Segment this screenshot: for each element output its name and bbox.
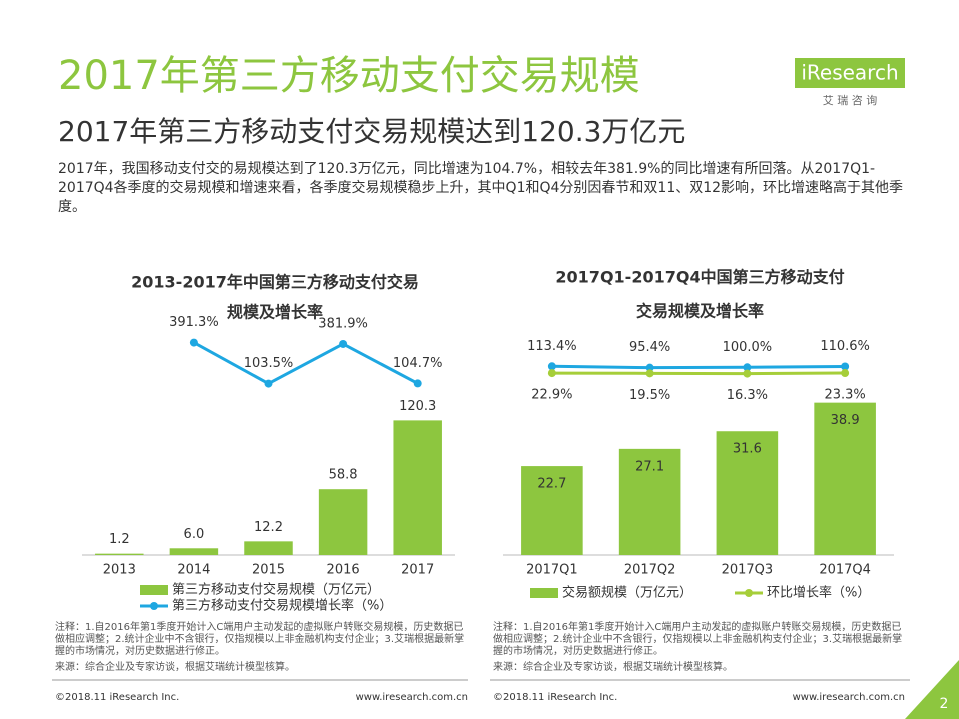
value-label: 19.5%: [629, 388, 670, 403]
x-tick-label: 2016: [327, 563, 360, 578]
chart-title: 2017Q1-2017Q4中国第三方移动支付: [555, 268, 844, 287]
copyright: ©2018.11 iResearch Inc.: [55, 692, 179, 703]
bar: [618, 448, 681, 555]
bar: [393, 420, 442, 555]
bar: [169, 548, 219, 555]
value-label: 391.3%: [169, 315, 219, 330]
url: www.iresearch.com.cn: [793, 692, 905, 703]
line-point: [645, 363, 654, 372]
chart-note: 注释：1.自2016年第1季度开始计入C端用户主动发起的虚拟账户转账交易规模，历…: [493, 622, 903, 657]
value-label: 58.8: [329, 468, 358, 483]
chart-title: 交易规模及增长率: [636, 302, 764, 321]
line-point: [547, 362, 556, 371]
value-label: 100.0%: [723, 340, 773, 355]
line-point: [841, 362, 850, 371]
line-point: [189, 338, 198, 347]
bar: [244, 541, 293, 555]
value-label: 27.1: [635, 459, 664, 474]
value-label: 381.9%: [318, 316, 368, 331]
value-label: 38.9: [831, 413, 860, 428]
legend-swatch: [745, 589, 753, 597]
legend-swatch: [530, 588, 558, 598]
value-label: 16.3%: [727, 388, 768, 403]
x-tick-label: 2014: [177, 563, 210, 578]
page-subtitle: 2017年第三方移动支付交易规模达到120.3万亿元: [58, 115, 685, 148]
value-label: 22.7: [537, 477, 566, 492]
logo-name: iResearch: [801, 61, 898, 85]
value-label: 31.6: [733, 442, 762, 457]
value-label: 113.4%: [527, 339, 577, 354]
legend-label: 交易额规模（万亿元）: [562, 585, 692, 601]
line-point: [339, 339, 348, 348]
chart-source: 来源：综合企业及专家访谈，根据艾瑞统计模型核算。: [55, 662, 295, 673]
chart-source: 来源：综合企业及专家访谈，根据艾瑞统计模型核算。: [493, 662, 733, 673]
line: [193, 341, 419, 386]
value-label: 22.9%: [531, 388, 572, 403]
x-tick-label: 2013: [103, 563, 136, 578]
chart-title: 规模及增长率: [227, 303, 323, 322]
legend-label: 第三方移动支付交易规模（万亿元）: [172, 582, 380, 598]
legend-swatch: [140, 585, 168, 595]
value-label: 120.3: [399, 399, 436, 414]
page-title: 2017年第三方移动支付交易规模: [58, 53, 640, 99]
x-tick-label: 2017: [401, 563, 434, 578]
value-label: 12.2: [254, 520, 283, 535]
page-corner: [905, 660, 959, 719]
body-text: 2017年，我国移动支付交的易规模达到了120.3万亿元，同比增速为104.7%…: [58, 161, 904, 215]
bar: [95, 553, 144, 555]
line-point: [645, 369, 654, 378]
copyright: ©2018.11 iResearch Inc.: [493, 692, 617, 703]
bar: [318, 489, 368, 555]
url: www.iresearch.com.cn: [356, 692, 468, 703]
bar: [716, 431, 779, 555]
bar: [521, 466, 583, 555]
chart-note: 注释：1.自2016年第1季度开始计入C端用户主动发起的虚拟账户转账交易规模，历…: [55, 622, 465, 657]
x-tick-label: 2017Q3: [722, 563, 774, 578]
value-label: 103.5%: [244, 356, 294, 371]
x-tick-label: 2017Q1: [526, 563, 578, 578]
value-label: 110.6%: [820, 339, 870, 354]
line-point: [547, 369, 556, 378]
legend-label: 环比增长率（%）: [767, 585, 870, 601]
chart-title: 2013-2017年中国第三方移动支付交易: [131, 273, 419, 292]
x-tick-label: 2015: [252, 563, 285, 578]
value-label: 23.3%: [824, 388, 865, 403]
logo-sub: 艾 瑞 咨 询: [823, 93, 878, 107]
legend-swatch: [150, 602, 158, 610]
legend-label: 第三方移动支付交易规模增长率（%）: [172, 598, 392, 614]
value-label: 95.4%: [629, 340, 670, 355]
bar: [814, 402, 876, 555]
page-number: 2: [940, 696, 949, 712]
line: [551, 364, 846, 370]
logo-box: [795, 58, 905, 88]
x-tick-label: 2017Q4: [819, 563, 871, 578]
line-point: [743, 363, 752, 372]
value-label: 6.0: [184, 527, 205, 542]
x-tick-label: 2017Q2: [624, 563, 676, 578]
value-label: 104.7%: [393, 356, 443, 371]
line-point: [264, 379, 273, 388]
line-point: [743, 369, 752, 378]
line: [551, 371, 846, 376]
line-point: [413, 379, 422, 388]
line-point: [841, 369, 850, 378]
value-label: 1.2: [109, 532, 130, 547]
